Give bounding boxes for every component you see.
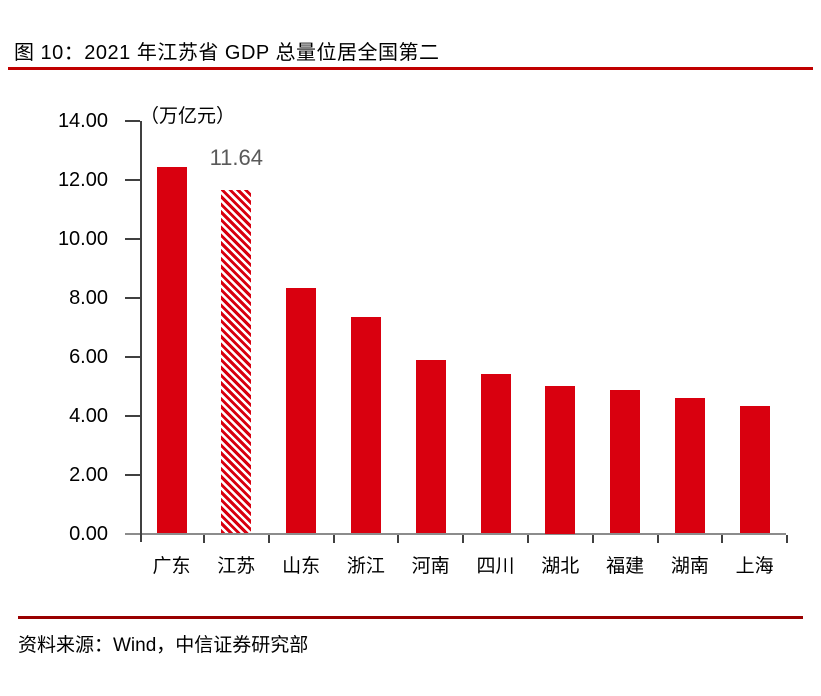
x-category-label: 江苏 <box>217 556 256 577</box>
x-tick <box>397 534 400 543</box>
y-tick <box>125 414 140 417</box>
y-tick <box>125 473 140 476</box>
bar <box>674 397 705 534</box>
value-label: 11.64 <box>209 145 263 170</box>
x-tick <box>332 534 335 543</box>
y-tick-label: 12.00 <box>57 168 108 191</box>
bar-highlighted <box>221 190 252 534</box>
x-category-label: 山东 <box>282 556 321 577</box>
y-tick-label: 10.00 <box>57 227 108 250</box>
bar <box>545 386 576 534</box>
x-category-label: 上海 <box>735 556 774 577</box>
y-tick <box>125 296 140 299</box>
x-category-label: 湖北 <box>541 556 580 577</box>
x-tick <box>656 534 659 543</box>
y-tick-label: 4.00 <box>69 404 108 427</box>
x-category-label: 浙江 <box>346 556 385 577</box>
bar <box>415 359 446 534</box>
bar <box>610 389 641 534</box>
bar <box>350 316 381 534</box>
x-tick <box>786 534 789 543</box>
x-tick <box>267 534 270 543</box>
y-tick-label: 8.00 <box>69 286 108 309</box>
y-tick-label: 14.00 <box>57 109 108 132</box>
axis-unit-label: （万亿元） <box>140 106 236 127</box>
bar <box>156 166 187 534</box>
x-tick <box>721 534 724 543</box>
y-axis-line <box>139 120 142 534</box>
x-tick <box>526 534 529 543</box>
bar <box>480 374 511 534</box>
y-tick <box>125 237 140 240</box>
y-tick <box>125 178 140 181</box>
bar <box>286 288 317 534</box>
footer-rule <box>18 616 803 619</box>
bar <box>739 406 770 534</box>
x-category-label: 四川 <box>476 556 515 577</box>
x-category-label: 广东 <box>152 556 191 577</box>
source-text: 资料来源：Wind，中信证券研究部 <box>18 635 309 656</box>
figure-title: 图 10：2021 年江苏省 GDP 总量位居全国第二 <box>14 42 440 64</box>
x-tick <box>591 534 594 543</box>
y-tick-label: 0.00 <box>69 522 108 545</box>
x-category-label: 湖南 <box>670 556 709 577</box>
title-rule <box>8 67 813 70</box>
x-axis-origin-tick <box>139 526 142 542</box>
y-tick-label: 2.00 <box>69 463 108 486</box>
x-category-label: 河南 <box>411 556 450 577</box>
x-tick <box>202 534 205 543</box>
x-tick <box>462 534 465 543</box>
y-tick <box>125 355 140 358</box>
y-tick-label: 6.00 <box>69 345 108 368</box>
y-tick <box>125 119 140 122</box>
x-axis-line <box>125 532 786 535</box>
x-category-label: 福建 <box>606 556 645 577</box>
